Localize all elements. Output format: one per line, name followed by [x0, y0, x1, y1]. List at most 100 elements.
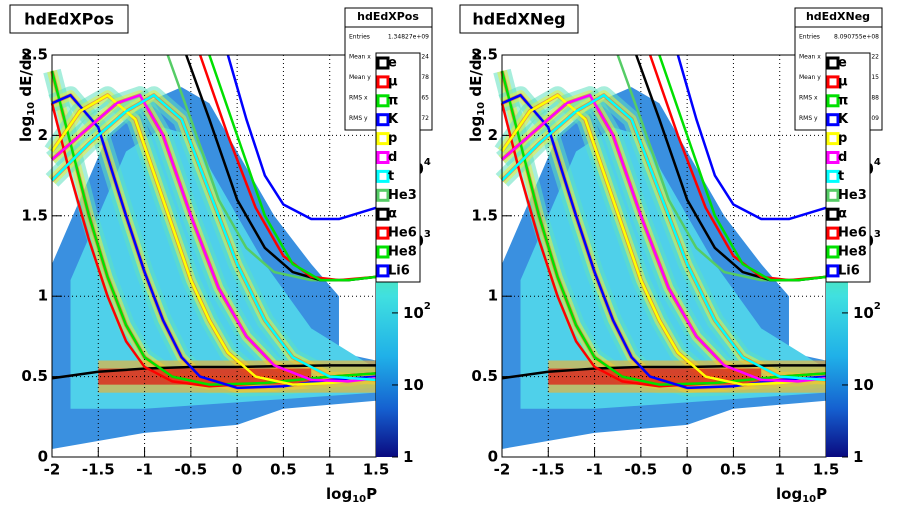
legend-label: Li6: [388, 263, 410, 278]
y-tick-label: 2: [38, 126, 48, 144]
y-tick-label: 1.5: [471, 206, 498, 224]
chart-title: hdEdXNeg: [472, 10, 565, 29]
legend-label: μ: [838, 74, 848, 89]
stats-label: RMS x: [349, 95, 368, 102]
y-tick-label: 0: [38, 448, 48, 466]
x-axis-label-part: P: [366, 485, 377, 503]
stats-value: 1.34827e+09: [388, 34, 429, 41]
z-tick-label: 102: [853, 301, 881, 322]
y-axis-label-part: 10: [476, 102, 487, 116]
y-axis-label-part: 10: [26, 102, 37, 116]
legend-label: He8: [838, 245, 867, 260]
y-tick-label: 0.5: [21, 367, 48, 385]
stats-value: 88: [871, 95, 879, 102]
x-tick-label: 1: [324, 461, 334, 479]
legend-marker: [826, 207, 840, 221]
stats-value: 78: [421, 74, 429, 81]
x-tick-label: -2: [494, 461, 511, 479]
stats-label: RMS y: [799, 115, 818, 122]
curve: [676, 54, 827, 221]
z-tick-exponent: 4: [874, 157, 881, 168]
legend-label: He6: [838, 226, 867, 241]
stats-value: 24: [421, 54, 429, 61]
legend-label: Li6: [838, 263, 860, 278]
stats-value: 22: [871, 54, 879, 61]
stats-label: Mean x: [349, 54, 371, 61]
curve: [500, 70, 827, 386]
legend-label: π: [388, 93, 398, 108]
legend-marker: [376, 132, 390, 146]
legend-label: d: [388, 150, 397, 165]
legend-marker: [376, 264, 390, 278]
z-tick-exponent: 2: [874, 301, 881, 312]
curve: [501, 93, 827, 383]
legend-label: K: [388, 112, 399, 127]
legend-marker: [376, 245, 390, 259]
z-tick-label-text: 10: [403, 303, 424, 321]
legend-label: K: [838, 112, 849, 127]
z-tick-label-text: 10: [853, 303, 874, 321]
curve: [226, 54, 377, 221]
stats-label: Mean y: [799, 74, 821, 81]
curve: [501, 93, 827, 382]
z-tick-label: 1: [403, 448, 413, 466]
legend-label: p: [838, 131, 847, 146]
x-tick-label: 0.5: [720, 461, 747, 479]
y-axis-label-part: log: [467, 116, 485, 142]
x-axis-label: log10P: [776, 485, 827, 506]
curve: [50, 93, 377, 386]
z-tick-label: 10: [403, 375, 424, 393]
legend-label: p: [388, 131, 397, 146]
legend-marker: [376, 75, 390, 89]
y-axis-label: log10 dE/dx: [467, 49, 488, 142]
x-tick-label: -0.5: [624, 461, 657, 479]
chart-title: hdEdXPos: [24, 10, 114, 29]
legend-label: He3: [838, 188, 867, 203]
y-tick-label: 0: [488, 448, 498, 466]
y-axis-label-part: log: [17, 116, 35, 142]
legend-marker: [826, 188, 840, 202]
curve: [51, 93, 377, 382]
z-tick-exponent: 3: [424, 229, 431, 240]
x-tick-label: 1: [774, 461, 784, 479]
legend-marker: [376, 207, 390, 221]
stats-label: Mean y: [349, 74, 371, 81]
legend-marker: [826, 132, 840, 146]
legend-marker: [376, 94, 390, 108]
density-core: [520, 127, 826, 409]
legend-box: [825, 52, 871, 283]
curve: [658, 54, 827, 282]
x-axis-label-part: 10: [352, 494, 366, 505]
stats-title: hdEdXNeg: [806, 10, 870, 23]
z-tick-label-text: 10: [853, 375, 874, 393]
x-axis-label-part: log: [776, 485, 802, 503]
x-tick-label: -0.5: [174, 461, 207, 479]
y-tick-label: 2.5: [21, 46, 48, 64]
legend-marker: [376, 226, 390, 240]
legend-marker: [826, 169, 840, 183]
legend-label: μ: [388, 74, 398, 89]
legend-marker: [826, 56, 840, 70]
stats-label: Entries: [799, 34, 820, 41]
stats-value: 8.090755e+08: [834, 34, 879, 41]
stats-label: RMS x: [799, 95, 818, 102]
y-tick-label: 1: [488, 287, 498, 305]
legend-marker: [376, 151, 390, 164]
z-tick-exponent: 3: [874, 229, 881, 240]
x-tick-label: 0: [682, 461, 692, 479]
legend-label: π: [838, 93, 848, 108]
x-tick-label: 0.5: [270, 461, 297, 479]
legend-label: t: [838, 169, 844, 184]
legend-marker: [376, 169, 390, 183]
stats-value: 15: [871, 74, 879, 81]
y-tick-label: 0.5: [471, 367, 498, 385]
z-tick-label-text: 1: [403, 448, 413, 466]
stats-value: 09: [871, 115, 879, 122]
x-tick-label: -1.5: [82, 461, 115, 479]
z-tick-label: 1: [853, 448, 863, 466]
stats-label: Mean x: [799, 54, 821, 61]
stats-value: 72: [421, 115, 429, 122]
legend-label: α: [838, 207, 847, 222]
legend-marker: [376, 188, 390, 202]
